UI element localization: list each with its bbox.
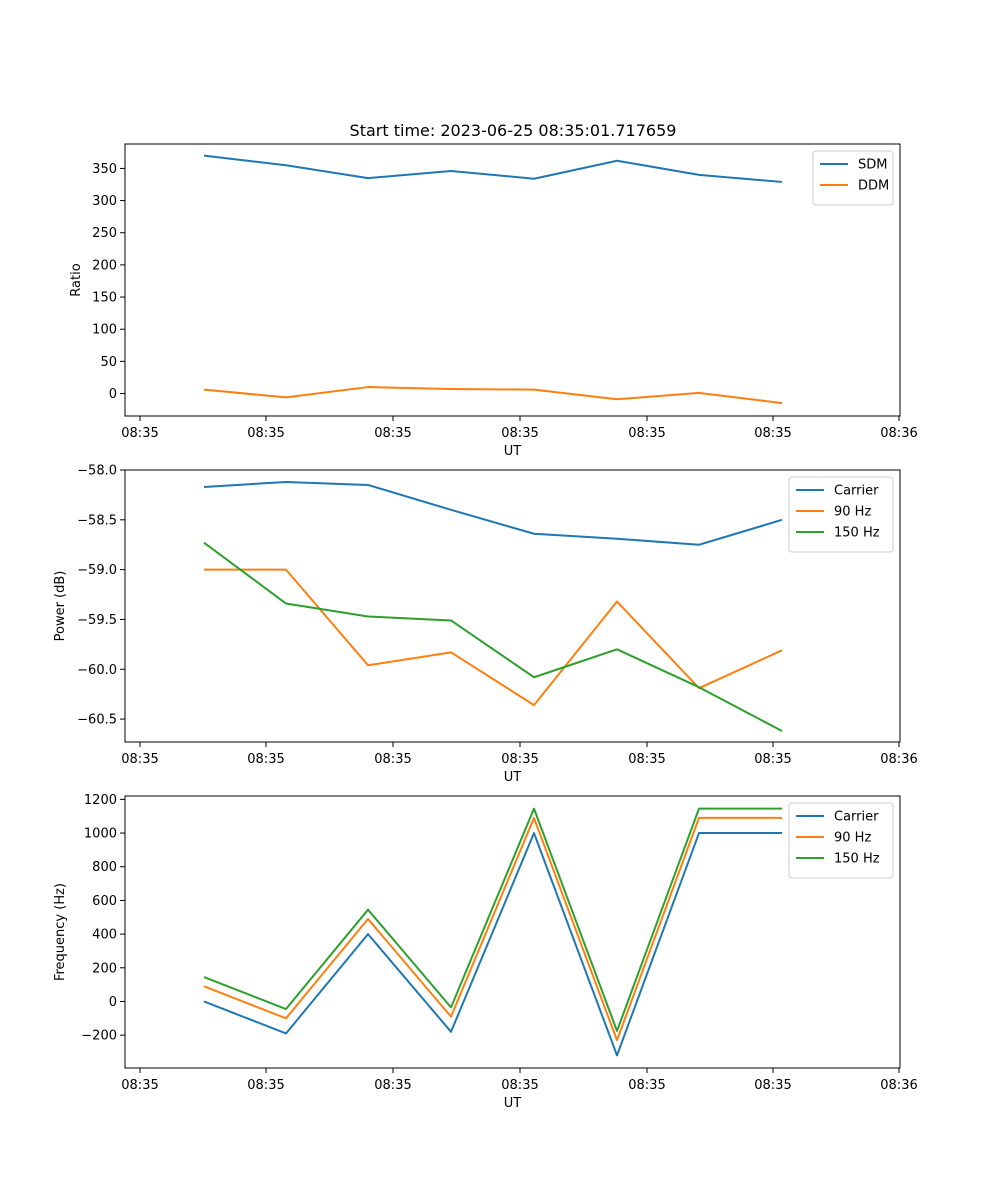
y-tick-label: 300 bbox=[92, 194, 117, 209]
x-tick-label: 08:36 bbox=[880, 752, 917, 767]
series-line-150-hz bbox=[203, 807, 782, 1032]
x-tick-label: 08:35 bbox=[247, 426, 284, 441]
x-tick-label: 08:35 bbox=[628, 1078, 665, 1093]
y-tick-label: −58.0 bbox=[77, 464, 117, 479]
x-tick-label: 08:35 bbox=[247, 752, 284, 767]
y-tick-label: −59.5 bbox=[77, 613, 117, 628]
chart-panel-3: 08:35 08:35 08:35 08:35 08:35 08:35 08:36 −200 0… bbox=[53, 793, 918, 1111]
axes-frame bbox=[124, 795, 901, 1069]
x-tick-label: 08:35 bbox=[628, 752, 665, 767]
x-tick-label: 08:36 bbox=[880, 426, 917, 441]
x-tick-label: 08:36 bbox=[880, 1078, 917, 1093]
legend-label: Carrier bbox=[834, 810, 879, 825]
figure-title: Start time: 2023-06-25 08:35:01.717659 bbox=[350, 121, 677, 140]
y-tick-label: 200 bbox=[92, 258, 117, 273]
y-axis-label: Ratio bbox=[69, 263, 84, 296]
y-tick-label: 250 bbox=[92, 226, 117, 241]
x-tick-label: 08:35 bbox=[754, 426, 791, 441]
legend-box bbox=[788, 802, 894, 879]
y-tick-label: 50 bbox=[100, 355, 117, 370]
chart-panels: 08:35 08:35 08:35 08:35 08:35 08:35 08:36 0 50 10… bbox=[53, 143, 918, 1111]
x-tick-label: 08:35 bbox=[754, 752, 791, 767]
y-tick-label: −200 bbox=[81, 1029, 117, 1044]
x-tick-label: 08:35 bbox=[121, 752, 158, 767]
legend-label: 150 Hz bbox=[834, 526, 880, 541]
y-tick-label: 1000 bbox=[84, 827, 117, 842]
legend-label: Carrier bbox=[834, 484, 879, 499]
y-tick-label: 350 bbox=[92, 162, 117, 177]
legend-box bbox=[788, 476, 894, 553]
x-axis-label: UT bbox=[504, 1096, 522, 1111]
x-tick-label: 08:35 bbox=[374, 1078, 411, 1093]
x-tick-label: 08:35 bbox=[501, 752, 538, 767]
y-tick-label: 150 bbox=[92, 291, 117, 306]
y-tick-label: 600 bbox=[92, 894, 117, 909]
series-line-ddm bbox=[203, 386, 783, 405]
x-tick-label: 08:35 bbox=[374, 752, 411, 767]
series-line-150-hz bbox=[203, 541, 783, 732]
y-axis-label: Frequency (Hz) bbox=[53, 883, 68, 981]
legend-label: SDM bbox=[858, 158, 887, 173]
legend-label: DDM bbox=[858, 179, 889, 194]
y-tick-label: −60.0 bbox=[77, 663, 117, 678]
series-line-90-hz bbox=[204, 568, 783, 707]
x-axis-label: UT bbox=[504, 770, 522, 785]
legend-label: 150 Hz bbox=[834, 852, 880, 867]
legend: Carrier 90 Hz 150 Hz bbox=[788, 476, 894, 553]
legend-label: 90 Hz bbox=[834, 831, 871, 846]
x-tick-label: 08:35 bbox=[501, 1078, 538, 1093]
legend: SDM DDM bbox=[812, 150, 894, 206]
chart-panel-1: 08:35 08:35 08:35 08:35 08:35 08:35 08:36 0 50 10… bbox=[69, 143, 918, 459]
legend-label: 90 Hz bbox=[834, 505, 871, 520]
y-tick-label: −60.5 bbox=[77, 713, 117, 728]
axes-frame bbox=[124, 469, 901, 743]
x-tick-label: 08:35 bbox=[754, 1078, 791, 1093]
series-line-carrier bbox=[203, 832, 782, 1057]
x-tick-label: 08:35 bbox=[628, 426, 665, 441]
x-tick-label: 08:35 bbox=[121, 426, 158, 441]
y-tick-label: 100 bbox=[92, 323, 117, 338]
x-tick-label: 08:35 bbox=[121, 1078, 158, 1093]
y-tick-label: 800 bbox=[92, 860, 117, 875]
chart-panel-2: 08:35 08:35 08:35 08:35 08:35 08:35 08:36 −58.0… bbox=[53, 464, 918, 786]
x-tick-label: 08:35 bbox=[374, 426, 411, 441]
y-axis-label: Power (dB) bbox=[53, 571, 68, 642]
y-tick-label: 400 bbox=[92, 928, 117, 943]
series-line-carrier bbox=[203, 480, 783, 546]
y-tick-label: 0 bbox=[109, 995, 117, 1010]
x-tick-label: 08:35 bbox=[247, 1078, 284, 1093]
x-tick-label: 08:35 bbox=[501, 426, 538, 441]
y-tick-label: −58.5 bbox=[77, 513, 117, 528]
y-tick-label: 0 bbox=[109, 387, 117, 402]
y-tick-label: 200 bbox=[92, 961, 117, 976]
y-tick-label: −59.0 bbox=[77, 563, 117, 578]
series-line-sdm bbox=[203, 154, 783, 183]
series-line-90-hz bbox=[203, 816, 782, 1042]
x-axis-label: UT bbox=[504, 444, 522, 459]
legend: Carrier 90 Hz 150 Hz bbox=[788, 802, 894, 879]
y-tick-label: 1200 bbox=[84, 793, 117, 808]
axes-frame bbox=[124, 143, 901, 417]
